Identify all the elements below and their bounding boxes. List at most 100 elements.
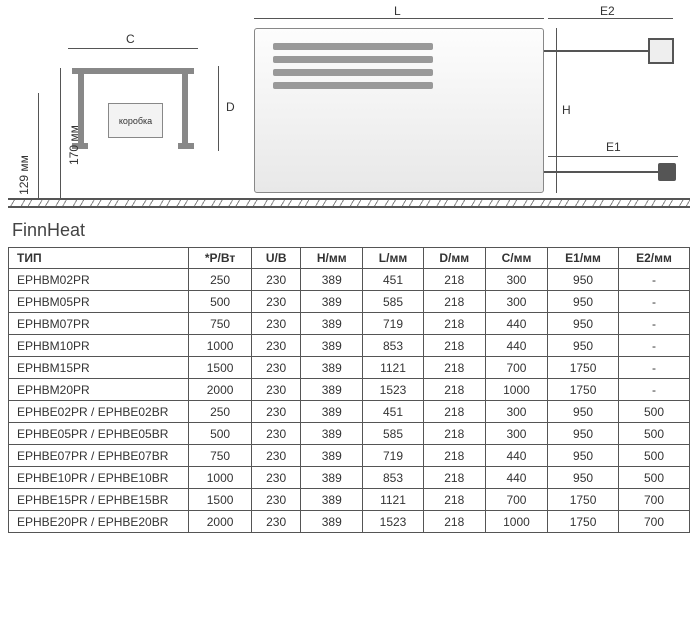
table-cell: 389 bbox=[301, 291, 363, 313]
table-cell: 300 bbox=[485, 291, 547, 313]
table-cell: EPHBE05PR / EPHBE05BR bbox=[9, 423, 189, 445]
table-row: EPHBE20PR / EPHBE20BR2000230389152321810… bbox=[9, 511, 690, 533]
table-cell: 700 bbox=[619, 511, 690, 533]
cable-e2 bbox=[544, 50, 654, 52]
table-cell: 230 bbox=[252, 489, 301, 511]
table-row: EPHBE02PR / EPHBE02BR2502303894512183009… bbox=[9, 401, 690, 423]
table-cell: EPHBM10PR bbox=[9, 335, 189, 357]
cable-e1 bbox=[544, 171, 664, 173]
dim-label-e1: E1 bbox=[606, 140, 621, 154]
table-cell: 300 bbox=[485, 423, 547, 445]
table-cell: 1000 bbox=[485, 511, 547, 533]
junction-box-label: коробка bbox=[108, 103, 163, 138]
table-cell: 719 bbox=[363, 313, 423, 335]
table-row: EPHBM15PR150023038911212187001750- bbox=[9, 357, 690, 379]
table-cell: 451 bbox=[363, 269, 423, 291]
table-cell: 950 bbox=[548, 291, 619, 313]
table-cell: 950 bbox=[548, 313, 619, 335]
table-cell: - bbox=[619, 357, 690, 379]
mounting-bracket: коробка bbox=[68, 58, 198, 168]
table-cell: 950 bbox=[548, 445, 619, 467]
col-E2: E2/мм bbox=[619, 248, 690, 269]
table-cell: 230 bbox=[252, 379, 301, 401]
table-cell: 1523 bbox=[363, 511, 423, 533]
table-cell: 440 bbox=[485, 467, 547, 489]
table-cell: EPHBE10PR / EPHBE10BR bbox=[9, 467, 189, 489]
table-cell: 1750 bbox=[548, 511, 619, 533]
table-cell: EPHBE20PR / EPHBE20BR bbox=[9, 511, 189, 533]
table-cell: 950 bbox=[548, 335, 619, 357]
table-cell: 218 bbox=[423, 511, 485, 533]
col-L: L/мм bbox=[363, 248, 423, 269]
table-cell: 750 bbox=[189, 445, 252, 467]
table-cell: 389 bbox=[301, 511, 363, 533]
table-cell: 218 bbox=[423, 423, 485, 445]
table-cell: EPHBM02PR bbox=[9, 269, 189, 291]
table-cell: 300 bbox=[485, 269, 547, 291]
table-cell: 950 bbox=[548, 269, 619, 291]
table-cell: 440 bbox=[485, 313, 547, 335]
table-cell: - bbox=[619, 291, 690, 313]
table-cell: EPHBM07PR bbox=[9, 313, 189, 335]
table-cell: 218 bbox=[423, 445, 485, 467]
dim-170: 170 мм bbox=[67, 125, 81, 165]
plug-e2 bbox=[648, 38, 674, 64]
table-cell: 853 bbox=[363, 335, 423, 357]
col-E1: E1/мм bbox=[548, 248, 619, 269]
table-cell: 451 bbox=[363, 401, 423, 423]
table-row: EPHBE10PR / EPHBE10BR1000230389853218440… bbox=[9, 467, 690, 489]
dim-label-c: C bbox=[126, 32, 135, 46]
table-cell: 1000 bbox=[189, 467, 252, 489]
table-cell: 218 bbox=[423, 269, 485, 291]
table-cell: 230 bbox=[252, 467, 301, 489]
table-cell: 750 bbox=[189, 313, 252, 335]
table-cell: 218 bbox=[423, 379, 485, 401]
table-cell: EPHBE02PR / EPHBE02BR bbox=[9, 401, 189, 423]
table-cell: 1750 bbox=[548, 357, 619, 379]
table-cell: 950 bbox=[548, 401, 619, 423]
table-row: EPHBM10PR1000230389853218440950- bbox=[9, 335, 690, 357]
table-cell: 300 bbox=[485, 401, 547, 423]
table-cell: 389 bbox=[301, 423, 363, 445]
table-cell: 1500 bbox=[189, 357, 252, 379]
table-cell: 230 bbox=[252, 269, 301, 291]
table-cell: 719 bbox=[363, 445, 423, 467]
table-cell: 585 bbox=[363, 291, 423, 313]
table-cell: - bbox=[619, 335, 690, 357]
table-cell: 2000 bbox=[189, 379, 252, 401]
table-cell: 500 bbox=[619, 423, 690, 445]
table-cell: 585 bbox=[363, 423, 423, 445]
table-cell: 230 bbox=[252, 401, 301, 423]
table-cell: 500 bbox=[189, 423, 252, 445]
col-D: D/мм bbox=[423, 248, 485, 269]
table-cell: 500 bbox=[619, 401, 690, 423]
table-cell: 1121 bbox=[363, 357, 423, 379]
table-cell: 440 bbox=[485, 335, 547, 357]
table-cell: 218 bbox=[423, 401, 485, 423]
table-cell: 1750 bbox=[548, 489, 619, 511]
table-cell: - bbox=[619, 313, 690, 335]
table-cell: 1000 bbox=[485, 379, 547, 401]
table-cell: 218 bbox=[423, 489, 485, 511]
table-cell: 700 bbox=[485, 357, 547, 379]
heater-unit bbox=[254, 28, 544, 193]
section-title: FinnHeat bbox=[12, 220, 690, 241]
table-cell: 950 bbox=[548, 423, 619, 445]
table-row: EPHBE07PR / EPHBE07BR7502303897192184409… bbox=[9, 445, 690, 467]
table-row: EPHBE05PR / EPHBE05BR5002303895852183009… bbox=[9, 423, 690, 445]
table-cell: 389 bbox=[301, 313, 363, 335]
table-cell: 389 bbox=[301, 489, 363, 511]
table-cell: 950 bbox=[548, 467, 619, 489]
table-cell: 389 bbox=[301, 335, 363, 357]
table-cell: 1000 bbox=[189, 335, 252, 357]
table-cell: 500 bbox=[619, 467, 690, 489]
dim-label-l: L bbox=[394, 4, 401, 18]
table-cell: 389 bbox=[301, 401, 363, 423]
table-cell: EPHBE15PR / EPHBE15BR bbox=[9, 489, 189, 511]
table-cell: 700 bbox=[485, 489, 547, 511]
table-cell: 500 bbox=[189, 291, 252, 313]
table-cell: 230 bbox=[252, 357, 301, 379]
table-cell: EPHBM20PR bbox=[9, 379, 189, 401]
table-cell: EPHBE07PR / EPHBE07BR bbox=[9, 445, 189, 467]
table-cell: 853 bbox=[363, 467, 423, 489]
